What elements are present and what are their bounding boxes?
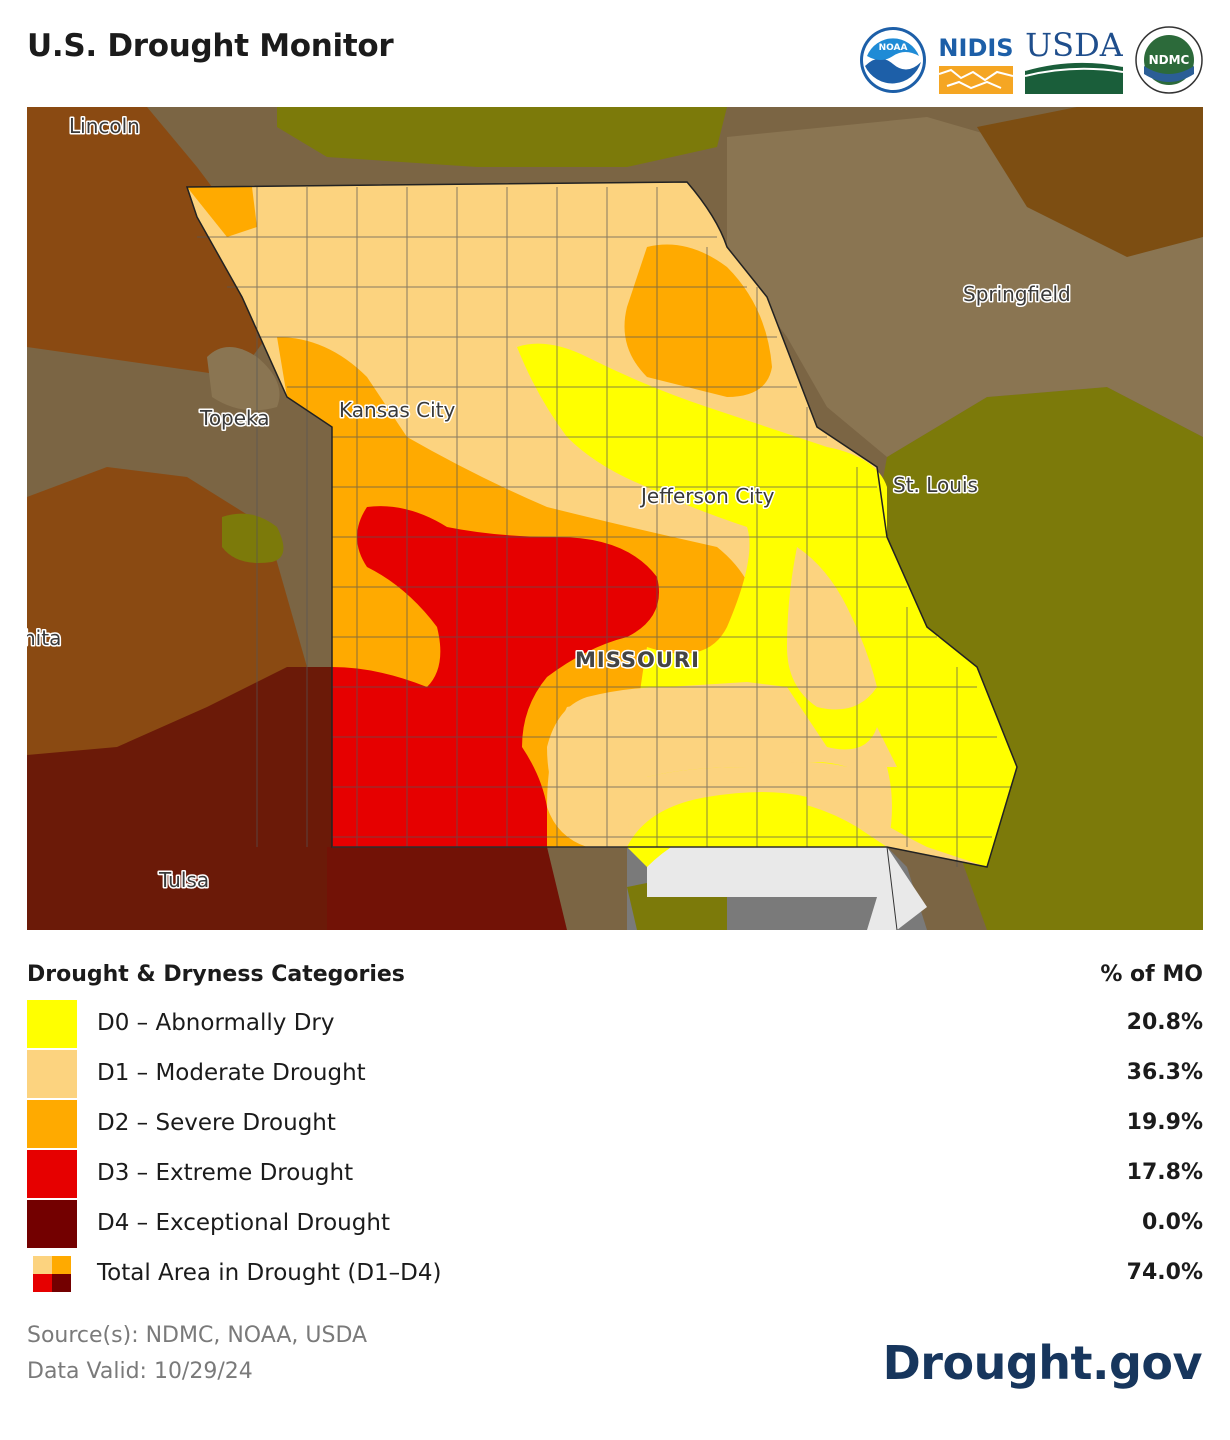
legend-label-total: Total Area in Drought (D1–D4) bbox=[97, 1260, 442, 1286]
nidis-logo[interactable]: NIDIS bbox=[939, 26, 1013, 94]
label-tulsa: Tulsa bbox=[158, 868, 209, 892]
label-st-louis: St. Louis bbox=[893, 473, 978, 497]
region-d0-ks bbox=[222, 513, 284, 563]
usda-logo[interactable]: USDA bbox=[1025, 26, 1123, 94]
legend-label-d0: D0 – Abnormally Dry bbox=[97, 1010, 335, 1036]
label-springfield: Springfield bbox=[963, 282, 1071, 306]
legend-percent-d1: 36.3% bbox=[1126, 1060, 1203, 1085]
nidis-logo-text: NIDIS bbox=[939, 34, 1013, 62]
region-d2-ne bbox=[977, 107, 1203, 257]
region-d3-west bbox=[27, 107, 267, 377]
legend-row-d1: D1 – Moderate Drought 36.3% bbox=[27, 1048, 1203, 1098]
region-d4-south bbox=[327, 847, 567, 930]
partner-logos: NOAA NIDIS USDA NDMC bbox=[859, 24, 1203, 96]
mo-d1-south-central bbox=[547, 682, 897, 847]
swatch-total-d2 bbox=[52, 1256, 71, 1274]
mo-d1-se-strip bbox=[747, 762, 892, 847]
ndmc-logo[interactable]: NDMC bbox=[1135, 26, 1203, 94]
legend-row-total: Total Area in Drought (D1–D4) 74.0% bbox=[27, 1248, 1203, 1298]
noaa-logo[interactable]: NOAA bbox=[859, 26, 927, 94]
swatch-d1 bbox=[27, 1050, 77, 1098]
state-border-south bbox=[332, 846, 898, 930]
label-wichita: hita bbox=[27, 626, 61, 650]
label-topeka: Topeka bbox=[199, 406, 270, 430]
region-d4-southwest bbox=[27, 667, 332, 930]
drought-gov-link[interactable]: Drought.gov bbox=[882, 1336, 1203, 1390]
swatch-d0 bbox=[27, 1000, 77, 1048]
legend-title: Drought & Dryness Categories bbox=[27, 962, 405, 987]
mo-d0-ozark-south bbox=[627, 792, 807, 867]
usda-logo-text: USDA bbox=[1025, 26, 1123, 64]
legend: Drought & Dryness Categories % of MO D0 … bbox=[27, 958, 1203, 1298]
region-neutral-ks bbox=[207, 347, 280, 411]
legend-percent-d3: 17.8% bbox=[1126, 1160, 1203, 1185]
region-d0-north bbox=[277, 107, 727, 167]
swatch-d4 bbox=[27, 1200, 77, 1248]
page-title: U.S. Drought Monitor bbox=[27, 28, 394, 64]
source-text: Source(s): NDMC, NOAA, USDA bbox=[27, 1323, 368, 1348]
mo-d2-ne bbox=[624, 244, 772, 397]
legend-row-d2: D2 – Severe Drought 19.9% bbox=[27, 1098, 1203, 1148]
source-info: Source(s): NDMC, NOAA, USDA Data Valid: … bbox=[27, 1318, 367, 1390]
swatch-d2 bbox=[27, 1100, 77, 1148]
legend-percent-d2: 19.9% bbox=[1126, 1110, 1203, 1135]
swatch-d3 bbox=[27, 1150, 77, 1198]
legend-row-d0: D0 – Abnormally Dry 20.8% bbox=[27, 998, 1203, 1048]
legend-row-d4: D4 – Exceptional Drought 0.0% bbox=[27, 1198, 1203, 1248]
label-missouri: MISSOURI bbox=[575, 648, 700, 672]
mo-none-bootheel bbox=[647, 847, 927, 930]
legend-header: Drought & Dryness Categories % of MO bbox=[27, 958, 1203, 998]
legend-label-d4: D4 – Exceptional Drought bbox=[97, 1210, 390, 1236]
drought-map[interactable]: Lincoln Springfield Topeka Kansas City J… bbox=[27, 107, 1203, 930]
missouri-border bbox=[185, 181, 1018, 868]
legend-percent-d0: 20.8% bbox=[1126, 1010, 1203, 1035]
label-jefferson-city: Jefferson City bbox=[639, 484, 775, 508]
swatch-total bbox=[27, 1250, 77, 1298]
legend-column-label: % of MO bbox=[1100, 962, 1203, 987]
valid-date: Data Valid: 10/29/24 bbox=[27, 1359, 253, 1384]
noaa-logo-text: NOAA bbox=[879, 43, 908, 53]
legend-label-d1: D1 – Moderate Drought bbox=[97, 1060, 366, 1086]
legend-percent-total: 74.0% bbox=[1126, 1260, 1203, 1285]
ndmc-logo-text: NDMC bbox=[1149, 53, 1190, 67]
legend-row-d3: D3 – Extreme Drought 17.8% bbox=[27, 1148, 1203, 1198]
mo-d3-southwest bbox=[332, 506, 659, 847]
label-kansas-city: Kansas City bbox=[339, 398, 456, 422]
swatch-total-d4 bbox=[52, 1274, 71, 1292]
legend-percent-d4: 0.0% bbox=[1141, 1210, 1203, 1235]
mo-d1-east-inner bbox=[787, 547, 877, 710]
mo-d2-nw bbox=[187, 187, 257, 237]
legend-label-d3: D3 – Extreme Drought bbox=[97, 1160, 354, 1186]
swatch-total-d3 bbox=[33, 1274, 52, 1292]
legend-label-d2: D2 – Severe Drought bbox=[97, 1110, 336, 1136]
swatch-total-d1 bbox=[33, 1256, 52, 1274]
label-lincoln: Lincoln bbox=[69, 114, 140, 138]
